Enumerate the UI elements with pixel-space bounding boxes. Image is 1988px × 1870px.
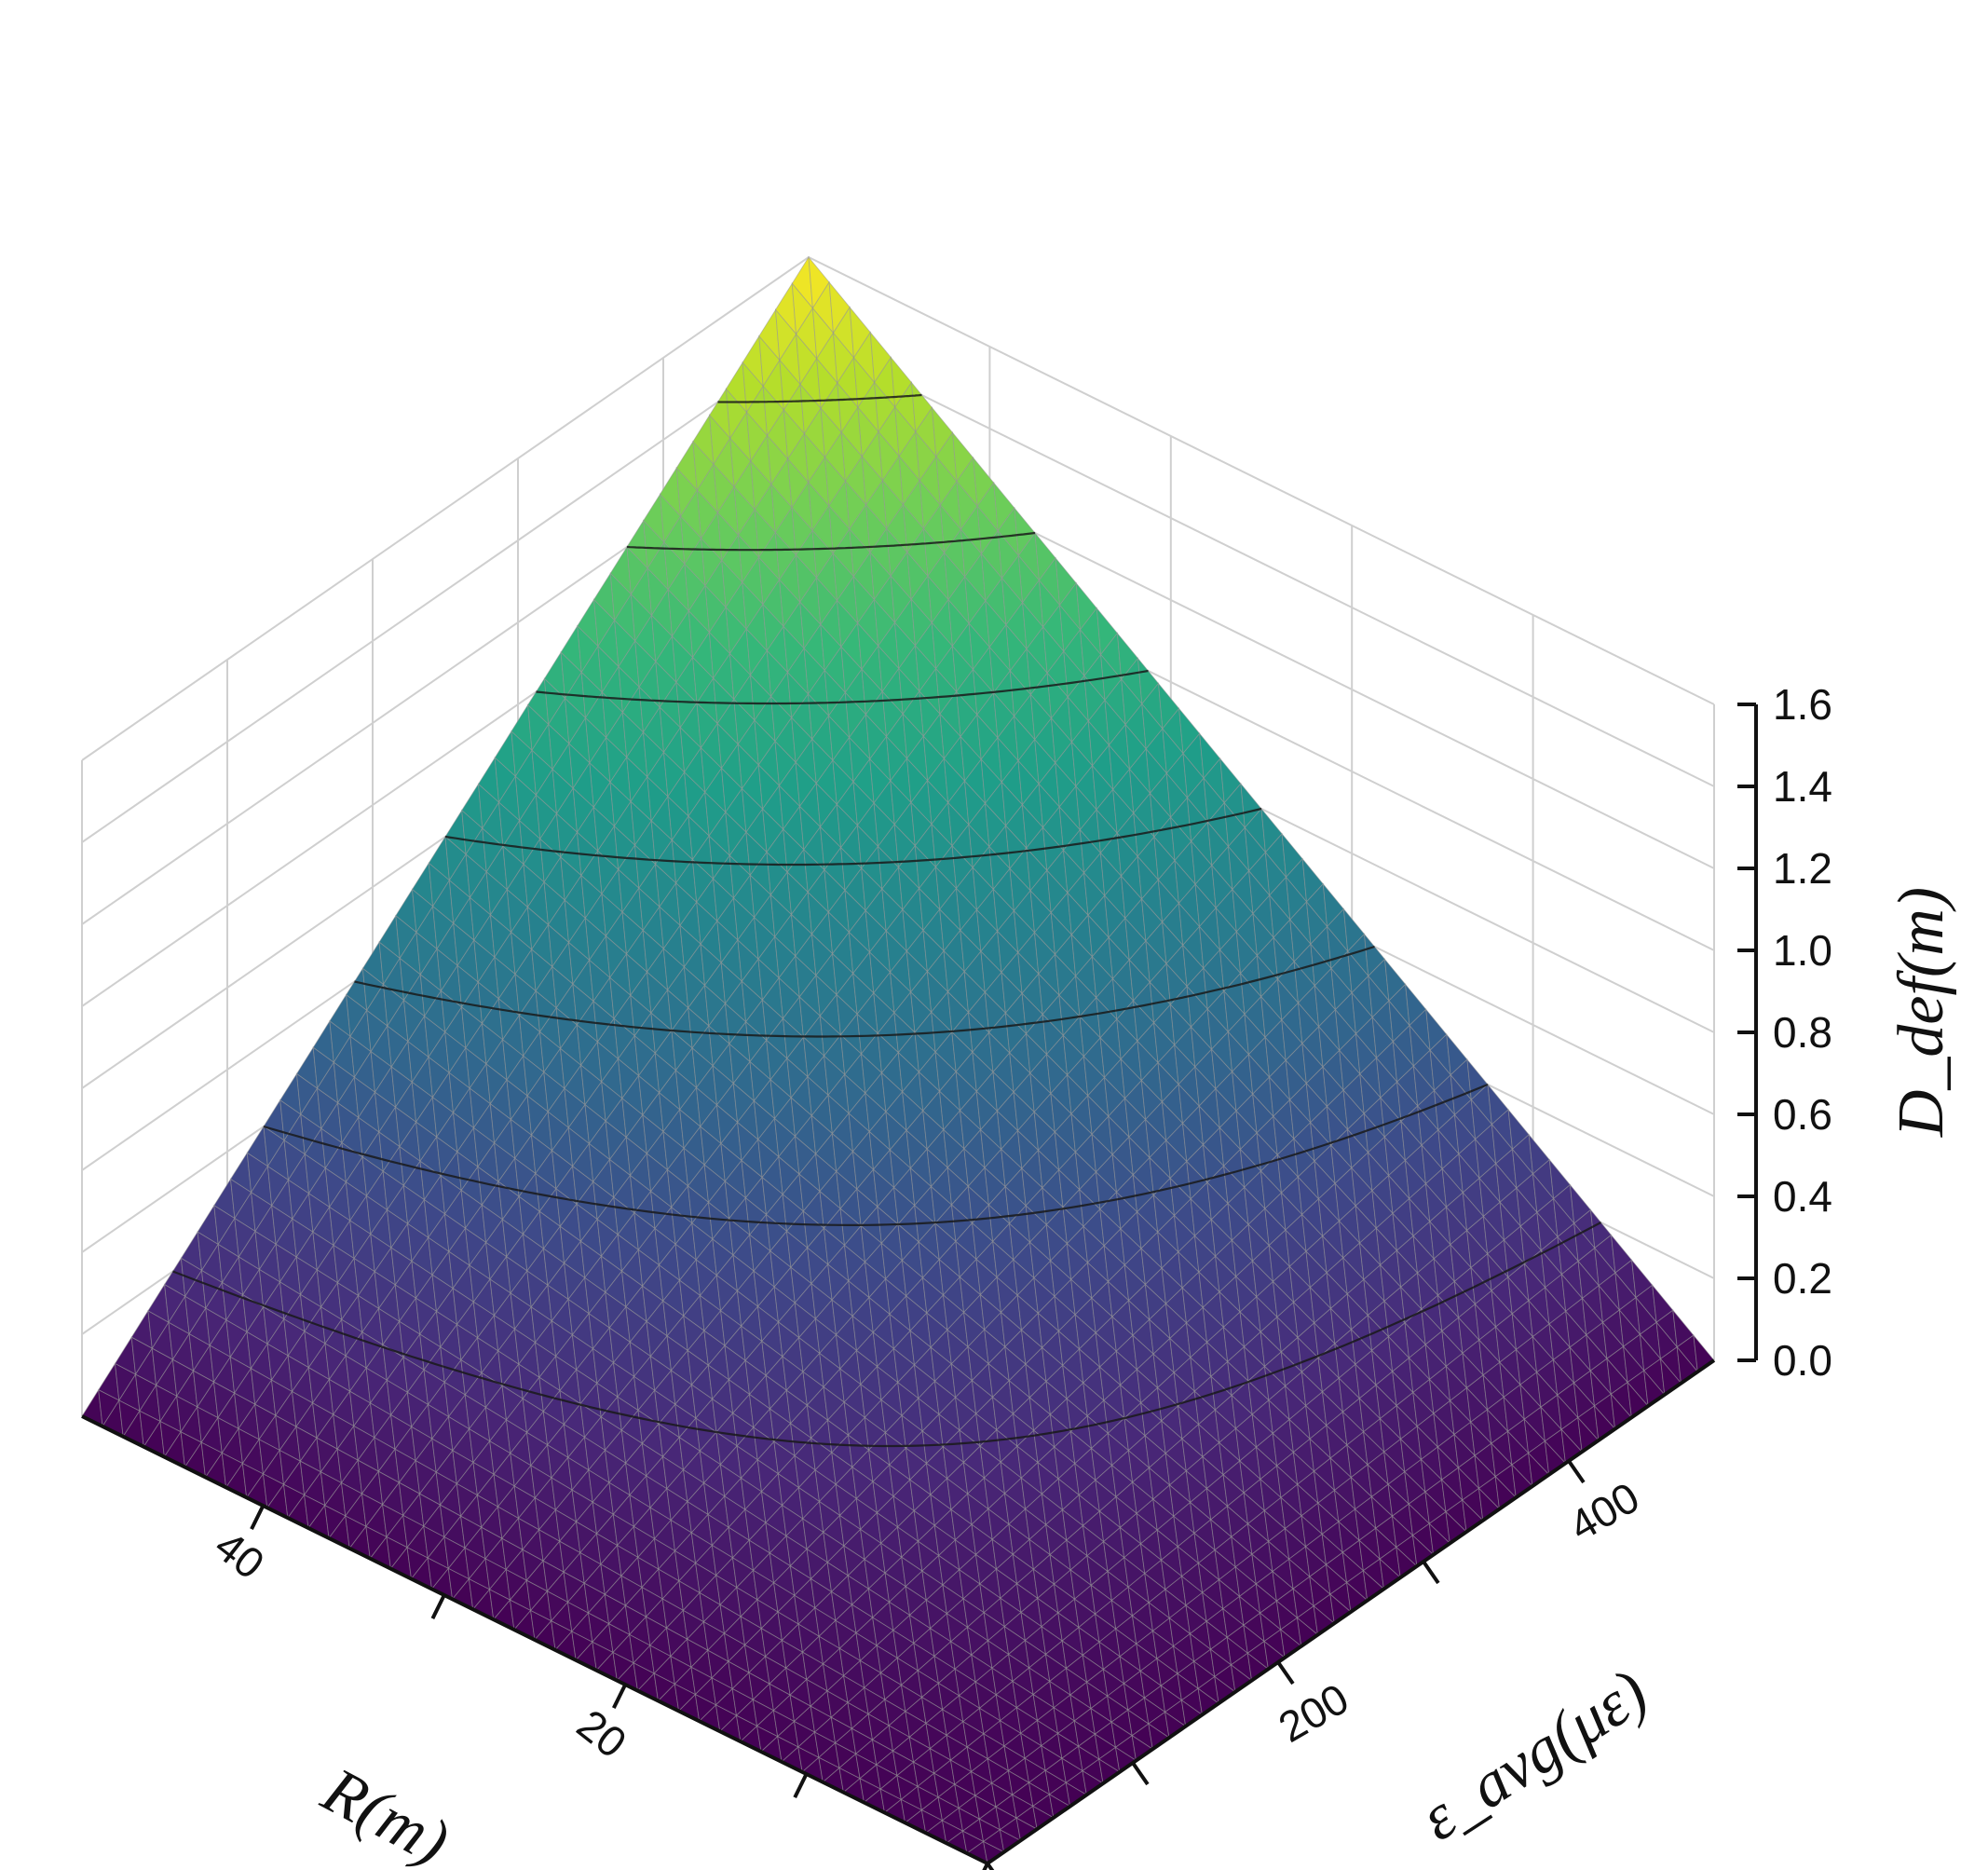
x-tick-1	[612, 1684, 627, 1709]
y-tick-3	[1131, 1761, 1150, 1786]
y-tick-label-2: 400	[1561, 1473, 1647, 1550]
x-tick-label-1: 20	[568, 1699, 635, 1767]
x-tick-label-2: 40	[206, 1521, 273, 1588]
y-tick-2	[1567, 1459, 1586, 1484]
y-axis-title: ε_avg(με)	[1408, 1656, 1660, 1854]
contour-line-1	[263, 1083, 1489, 1227]
y-tick-1	[1276, 1660, 1295, 1686]
contour-line-6	[717, 393, 922, 403]
x-axis-line	[81, 1414, 988, 1865]
contour-line-3	[444, 807, 1262, 867]
contour-lines	[172, 393, 1602, 1448]
contour-line-2	[354, 945, 1375, 1038]
surface-mesh	[81, 255, 1715, 1864]
y-tick-0	[986, 1862, 995, 1870]
z-axis-title: D_def(m)	[1886, 887, 1957, 1138]
z-tick-label-7: 1.4	[1773, 762, 1832, 811]
z-tick-label-0: 0.0	[1773, 1336, 1832, 1385]
contour-line-4	[536, 669, 1149, 705]
z-tick-label-4: 0.8	[1773, 1008, 1832, 1057]
contour-line-0	[172, 1222, 1602, 1448]
z-tick-label-6: 1.2	[1773, 844, 1832, 893]
z-tick-label-3: 0.6	[1773, 1090, 1832, 1139]
x-tick-3	[793, 1773, 809, 1798]
contour-line-5	[626, 531, 1036, 552]
z-tick-label-5: 1.0	[1773, 926, 1832, 975]
y-tick-4	[1422, 1560, 1440, 1585]
x-axis-title: R(m)	[310, 1754, 460, 1870]
x-tick-2	[250, 1505, 266, 1530]
z-tick-label-8: 1.6	[1773, 680, 1832, 729]
y-tick-label-1: 200	[1271, 1674, 1356, 1752]
x-tick-4	[430, 1594, 446, 1619]
x-tick-0	[982, 1863, 989, 1870]
z-tick-label-2: 0.4	[1773, 1172, 1832, 1221]
y-axis-line	[986, 1358, 1716, 1865]
axes-layer: 0204002004000.00.20.40.60.81.01.21.41.6	[81, 680, 1832, 1870]
z-tick-label-1: 0.2	[1773, 1254, 1832, 1303]
